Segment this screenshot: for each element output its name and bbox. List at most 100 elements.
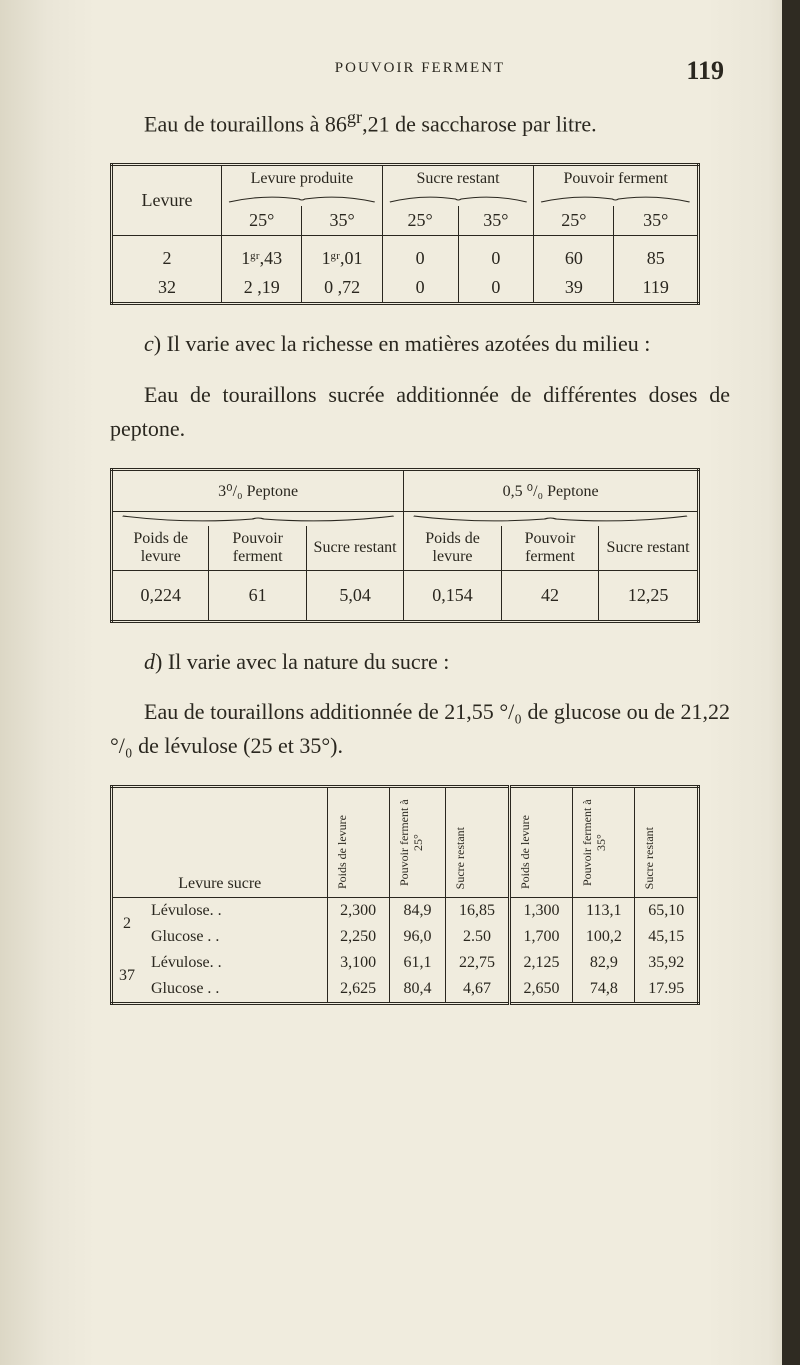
table-1: Levure Levure produite Sucre restant Pou… xyxy=(110,163,700,305)
cell: 61,1 xyxy=(389,950,446,976)
table-row: 2 1ᵍʳ,43 1ᵍʳ,01 0 0 60 85 xyxy=(112,244,699,273)
cell: 74,8 xyxy=(573,976,635,1004)
paragraph-d: d) Il varie avec la nature du sucre : xyxy=(110,645,730,679)
cell: 5,04 xyxy=(306,570,403,621)
sub-header: 35° xyxy=(302,206,382,236)
group-header: Pouvoir ferment xyxy=(534,165,699,193)
table-row: Levure Levure produite Sucre restant Pou… xyxy=(112,165,699,193)
table-row: 32 2 ,19 0 ,72 0 0 39 119 xyxy=(112,273,699,304)
c-text-2: Eau de touraillons sucrée additionnée de… xyxy=(110,382,730,441)
table-row: 2 Lévulose. . 2,300 84,9 16,85 1,300 113… xyxy=(112,897,699,924)
cell: 84,9 xyxy=(389,897,446,924)
sub-header: Pouvoir ferment xyxy=(501,526,598,571)
sub-header: 35° xyxy=(458,206,534,236)
col-header: Pouvoir ferment à 35° xyxy=(579,792,611,893)
cell: 100,2 xyxy=(573,924,635,950)
table-row: Levure sucre Poids de levure Pouvoir fer… xyxy=(112,786,699,897)
group-header: 3⁰/₀ Peptone xyxy=(112,469,404,511)
row-label: Lévulose. . xyxy=(141,950,327,976)
row-label: Lévulose. . xyxy=(141,897,327,924)
col-header: Poids de levure xyxy=(517,811,535,893)
table-stub: Levure sucre xyxy=(112,786,328,897)
table-row xyxy=(112,511,699,526)
cell: 39 xyxy=(534,273,614,304)
d2-a: Eau de touraillons additionnée de 21,55 xyxy=(144,699,499,724)
cell-spacer xyxy=(112,236,222,245)
paragraph-c2: Eau de touraillons sucrée additionnée de… xyxy=(110,378,730,446)
cell: 3,100 xyxy=(327,950,389,976)
cell: 12,25 xyxy=(599,570,699,621)
cell: 1,700 xyxy=(509,924,572,950)
cell: 1,300 xyxy=(509,897,572,924)
group-header: Sucre restant xyxy=(382,165,534,193)
cell: 80,4 xyxy=(389,976,446,1004)
intro-text-b: ,21 de saccharose par litre. xyxy=(362,111,597,136)
table-2: 3⁰/₀ Peptone 0,5 ⁰/₀ Peptone Poids de le… xyxy=(110,468,700,623)
sub-header: 25° xyxy=(382,206,458,236)
cell: 2,300 xyxy=(327,897,389,924)
cell: 42 xyxy=(501,570,598,621)
col-header: Sucre restant xyxy=(641,823,659,893)
sub-header: Sucre restant xyxy=(599,526,699,571)
d2-pct2: °/₀ xyxy=(110,733,133,758)
col-header: Pouvoir ferment à 25° xyxy=(396,792,428,893)
col-header: Sucre restant xyxy=(452,823,470,893)
group-header: Levure produite xyxy=(222,165,383,193)
cell: 0 xyxy=(382,273,458,304)
table-row: Poids de levure Pouvoir ferment Sucre re… xyxy=(112,526,699,571)
sub-header: 25° xyxy=(534,206,614,236)
sub-header: Poids de levure xyxy=(112,526,209,571)
d2-pct1: °/₀ xyxy=(499,699,522,724)
paragraph-d2: Eau de touraillons additionnée de 21,55 … xyxy=(110,695,730,763)
cell: 82,9 xyxy=(573,950,635,976)
row-label: Glucose . . xyxy=(141,924,327,950)
page-edge-shadow xyxy=(782,0,800,1365)
cell: 4,67 xyxy=(446,976,509,1004)
cell: 96,0 xyxy=(389,924,446,950)
cell: 61 xyxy=(209,570,306,621)
brace-icon xyxy=(382,192,534,206)
c-text: Il varie avec la richesse en matières az… xyxy=(167,331,651,356)
d2-b: de glucose ou de 21,22 xyxy=(522,699,730,724)
cell: 45,15 xyxy=(635,924,699,950)
sub-header: Pouvoir ferment xyxy=(209,526,306,571)
cell: 2,250 xyxy=(327,924,389,950)
italic-d: d xyxy=(144,649,155,674)
row-label: Glucose . . xyxy=(141,976,327,1004)
page-header: POUVOIR FERMENT 119 xyxy=(110,60,730,77)
brace-icon xyxy=(534,192,699,206)
cell: 60 xyxy=(534,244,614,273)
group-header: 0,5 ⁰/₀ Peptone xyxy=(404,469,699,511)
table-row: Glucose . . 2,250 96,0 2.50 1,700 100,2 … xyxy=(112,924,699,950)
cell: 0 xyxy=(458,273,534,304)
cell: 85 xyxy=(614,244,699,273)
table-3: Levure sucre Poids de levure Pouvoir fer… xyxy=(110,785,700,1005)
italic-c: c xyxy=(144,331,154,356)
row-label: 2 xyxy=(112,244,222,273)
cell: 0,224 xyxy=(112,570,209,621)
brace-icon xyxy=(222,192,383,206)
cell: 0,154 xyxy=(404,570,501,621)
brace-icon xyxy=(404,511,699,526)
cell: 35,92 xyxy=(635,950,699,976)
table-row: Glucose . . 2,625 80,4 4,67 2,650 74,8 1… xyxy=(112,976,699,1004)
intro-paragraph: Eau de touraillons à 86gr,21 de saccharo… xyxy=(110,103,730,141)
running-title: POUVOIR FERMENT xyxy=(335,60,505,77)
row-label: 32 xyxy=(112,273,222,304)
cell: 119 xyxy=(614,273,699,304)
sub-header: 25° xyxy=(222,206,302,236)
group-label: 37 xyxy=(112,950,142,1004)
cell: 1ᵍʳ,01 xyxy=(302,244,382,273)
cell: 0 xyxy=(382,244,458,273)
brace-icon xyxy=(112,511,404,526)
intro-text-a: Eau de touraillons à 86 xyxy=(144,111,347,136)
cell: 2,125 xyxy=(509,950,572,976)
cell: 2,650 xyxy=(509,976,572,1004)
cell: 1ᵍʳ,43 xyxy=(222,244,302,273)
sub-header: 35° xyxy=(614,206,699,236)
cell: 16,85 xyxy=(446,897,509,924)
cell: 22,75 xyxy=(446,950,509,976)
d2-c: de lévulose (25 et 35°). xyxy=(133,733,343,758)
cell: 2 ,19 xyxy=(222,273,302,304)
table-row: 3⁰/₀ Peptone 0,5 ⁰/₀ Peptone xyxy=(112,469,699,511)
